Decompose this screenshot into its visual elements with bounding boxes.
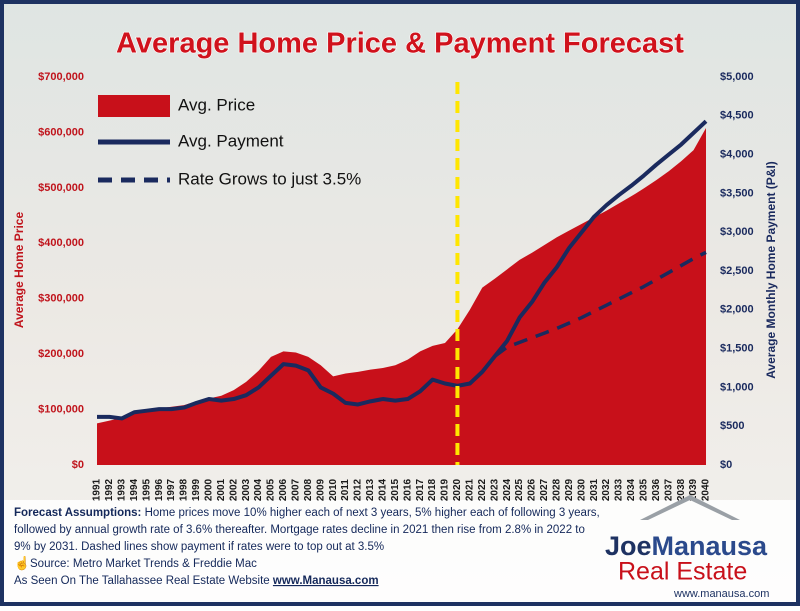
x-tick-label: 2031 [589, 478, 600, 501]
x-tick-label: 2032 [601, 478, 612, 501]
y2-tick-label: $0 [720, 459, 732, 471]
x-tick-label: 2004 [253, 478, 264, 501]
x-tick-label: 2021 [464, 478, 475, 501]
x-tick-label: 2029 [564, 478, 575, 501]
x-tick-label: 2023 [489, 478, 500, 501]
y2-tick-label: $1,500 [720, 343, 754, 355]
y-tick-label: $500,000 [38, 182, 84, 194]
y2-tick-label: $2,000 [720, 304, 754, 316]
y-tick-label: $100,000 [38, 403, 84, 415]
x-tick-label: 2038 [676, 478, 687, 501]
x-tick-label: 1998 [179, 478, 190, 501]
logo-subtitle: Real Estate [618, 558, 747, 586]
x-tick-label: 2035 [638, 478, 649, 501]
x-tick-label: 2039 [688, 478, 699, 501]
dashed-payment-line [493, 250, 707, 358]
x-tick-label: 2013 [365, 478, 376, 501]
y2-tick-label: $4,500 [720, 110, 754, 122]
x-tick-label: 1993 [116, 478, 127, 501]
x-tick-label: 2027 [539, 478, 550, 501]
y2-tick-label: $3,000 [720, 226, 754, 238]
y-tick-label: $200,000 [38, 348, 84, 360]
logo-last: Manausa [652, 531, 769, 561]
y-tick-label: $300,000 [38, 293, 84, 305]
assumptions-text: Home prices move 10% higher each of next… [145, 507, 600, 519]
y2-tick-label: $3,500 [720, 187, 754, 199]
x-tick-label: 2018 [427, 478, 438, 501]
y2-tick-label: $5,000 [720, 71, 754, 83]
seen-on-text: As Seen On The Tallahassee Real Estate W… [14, 575, 270, 587]
x-tick-label: 1997 [166, 478, 177, 501]
legend-label: Avg. Payment [178, 131, 284, 150]
x-tick-label: 2034 [626, 478, 637, 501]
x-tick-label: 1995 [141, 478, 152, 501]
y-tick-label: $700,000 [38, 71, 84, 83]
x-tick-label: 1999 [191, 478, 202, 501]
y2-axis-label: Average Monthly Home Payment (P&I) [764, 161, 778, 379]
x-tick-label: 2003 [241, 478, 252, 501]
x-tick-label: 2024 [502, 478, 513, 501]
legend-swatch [98, 95, 170, 117]
x-tick-label: 2006 [278, 478, 289, 501]
price-area [97, 127, 706, 465]
y2-tick-label: $1,000 [720, 381, 754, 393]
x-tick-label: 2019 [440, 478, 451, 501]
x-tick-label: 2016 [402, 478, 413, 501]
source: Source: Metro Market Trends & Freddie Ma… [30, 558, 257, 570]
assumptions-label: Forecast Assumptions: [14, 507, 141, 519]
y-tick-label: $600,000 [38, 126, 84, 138]
y-tick-label: $0 [72, 459, 84, 471]
logo-url: www.manausa.com [673, 588, 769, 600]
x-tick-label: 2008 [303, 478, 314, 501]
x-tick-label: 2007 [290, 478, 301, 501]
x-tick-label: 2020 [452, 478, 463, 501]
y2-tick-label: $500 [720, 420, 744, 432]
x-tick-label: 2012 [353, 478, 364, 501]
y2-tick-label: $2,500 [720, 265, 754, 277]
assumptions: Forecast Assumptions: Home prices move 1… [14, 507, 600, 519]
legend-label: Rate Grows to just 3.5% [178, 169, 361, 188]
website-link[interactable]: www.Manausa.com [272, 575, 379, 587]
footer-panel [4, 500, 796, 602]
x-tick-label: 2005 [266, 478, 277, 501]
x-tick-label: 2026 [527, 478, 538, 501]
logo-roof [640, 495, 740, 520]
x-tick-label: 2009 [315, 478, 326, 501]
x-tick-label: 2036 [651, 478, 662, 501]
logo-first: Joe [605, 531, 652, 561]
y2-tick-label: $4,000 [720, 149, 754, 161]
x-tick-label: 1992 [104, 478, 115, 501]
x-tick-label: 2014 [377, 478, 388, 501]
x-tick-label: 2022 [477, 478, 488, 501]
payment-line [97, 119, 708, 421]
y-axis-label: Average Home Price [12, 212, 26, 329]
legend-label: Avg. Price [178, 95, 255, 114]
assumptions-text: 9% by 2031. Dashed lines show payment if… [14, 541, 384, 553]
x-tick-label: 1991 [92, 478, 103, 501]
x-tick-label: 2011 [340, 479, 351, 501]
x-tick-label: 2001 [216, 478, 227, 501]
seen-on: As Seen On The Tallahassee Real Estate W… [14, 575, 379, 587]
y-tick-label: $400,000 [38, 237, 84, 249]
x-tick-label: 2033 [614, 478, 625, 501]
x-tick-label: 2017 [415, 478, 426, 501]
x-tick-label: 2040 [701, 478, 712, 501]
x-tick-label: 2030 [576, 478, 587, 501]
x-tick-label: 2025 [514, 478, 525, 501]
x-tick-label: 1994 [129, 478, 140, 501]
x-tick-label: 2015 [390, 478, 401, 501]
x-tick-label: 2010 [328, 478, 339, 501]
x-tick-label: 1996 [154, 478, 165, 501]
x-tick-label: 2037 [663, 478, 674, 501]
x-tick-label: 2002 [228, 478, 239, 501]
x-tick-label: 2028 [551, 478, 562, 501]
hand-icon: ☝ [14, 554, 30, 571]
assumptions-text: followed by annual growth rate of 3.6% t… [14, 524, 585, 536]
x-tick-label: 2000 [203, 478, 214, 501]
chart-title: Average Home Price & Payment Forecast [116, 28, 684, 60]
logo-name: JoeManausa [605, 531, 768, 561]
